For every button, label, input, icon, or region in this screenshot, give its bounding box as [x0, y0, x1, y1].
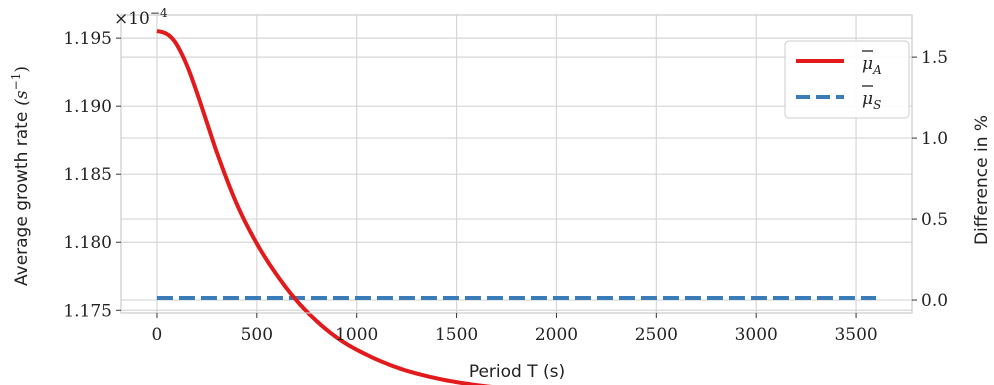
y2-tick-label: 1.5 [921, 48, 948, 68]
grid [121, 15, 912, 313]
y-tick-label: 1.190 [63, 97, 112, 117]
y-tick-label: 1.195 [63, 29, 112, 49]
x-tick-label: 3500 [834, 325, 877, 345]
x-tick-label: 2500 [635, 325, 678, 345]
y2-axis: 0.0 0.5 1.0 1.5 [912, 48, 948, 311]
series-line-a [155, 29, 493, 385]
y-axis-unit-exp: −1 [9, 73, 23, 91]
plot-frame [120, 14, 913, 314]
y-tick-label: 1.175 [63, 301, 112, 321]
x-tick-label: 2000 [535, 325, 578, 345]
legend-label-a: μA [862, 54, 882, 77]
y-scale-label: ×10−4 [114, 6, 168, 29]
legend-box [784, 40, 910, 119]
y2-tick-label: 1.0 [921, 129, 948, 149]
legend: μA μS [784, 40, 910, 119]
x-tick-label: 1000 [335, 325, 378, 345]
y-axis-unit: (s [12, 90, 32, 106]
series-layer [155, 29, 877, 385]
legend-label-s: μS [862, 89, 881, 112]
y-axis: 1.175 1.180 1.185 1.190 1.195 [63, 29, 121, 321]
y-axis-title-main: Average growth rate [12, 112, 32, 286]
y-tick-label: 1.180 [63, 233, 112, 253]
y2-tick-label: 0.5 [921, 210, 948, 230]
x-tick-label: 3000 [735, 325, 778, 345]
y-axis-unit-close: ) [12, 66, 32, 73]
x-tick-label: 0 [152, 325, 163, 345]
y2-axis-title: Difference in % [972, 115, 992, 245]
y2-tick-label: 0.0 [921, 291, 948, 311]
y-axis-title: Average growth rate (s−1) [9, 66, 32, 286]
x-axis-title: Period T (s) [469, 362, 565, 382]
x-axis: 0 500 1000 1500 2000 2500 3000 3500 [152, 313, 878, 345]
x-tick-label: 500 [241, 325, 273, 345]
x-tick-label: 1500 [435, 325, 478, 345]
y-tick-label: 1.185 [63, 165, 112, 185]
